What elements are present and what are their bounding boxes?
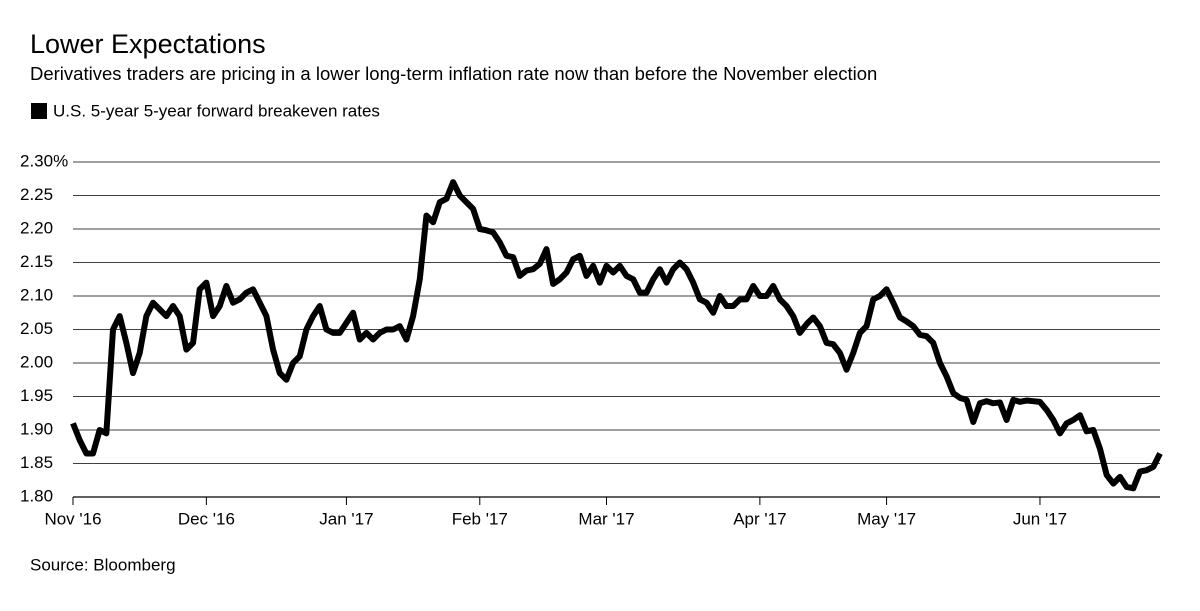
- y-tick-label: 1.80: [20, 486, 53, 505]
- y-tick-label: 2.10: [20, 285, 53, 304]
- x-tick-label: Dec '16: [178, 509, 235, 528]
- y-tick-label: 1.85: [20, 453, 53, 472]
- chart-title: Lower Expectations: [30, 29, 266, 59]
- y-tick-label: 2.00: [20, 352, 53, 371]
- x-tick-label: Nov '16: [44, 509, 101, 528]
- x-tick-label: Feb '17: [452, 509, 508, 528]
- y-tick-label: 2.30%: [20, 151, 68, 170]
- y-tick-label: 2.05: [20, 319, 53, 338]
- y-tick-label: 2.15: [20, 252, 53, 271]
- x-tick-label: Mar '17: [578, 509, 634, 528]
- y-tick-label: 1.90: [20, 419, 53, 438]
- x-tick-label: Jun '17: [1013, 509, 1067, 528]
- line-series: [70, 179, 1163, 492]
- y-tick-label: 2.20: [20, 218, 53, 237]
- y-tick-label: 1.95: [20, 386, 53, 405]
- source: Source: Bloomberg: [30, 555, 176, 574]
- legend-swatch: [31, 103, 47, 119]
- x-tick-label: Jan '17: [319, 509, 373, 528]
- legend-label: U.S. 5-year 5-year forward breakeven rat…: [53, 101, 380, 120]
- x-tick-label: May '17: [857, 509, 916, 528]
- x-tick-label: Apr '17: [733, 509, 786, 528]
- y-tick-label: 2.25: [20, 185, 53, 204]
- chart-subtitle: Derivatives traders are pricing in a low…: [30, 63, 877, 84]
